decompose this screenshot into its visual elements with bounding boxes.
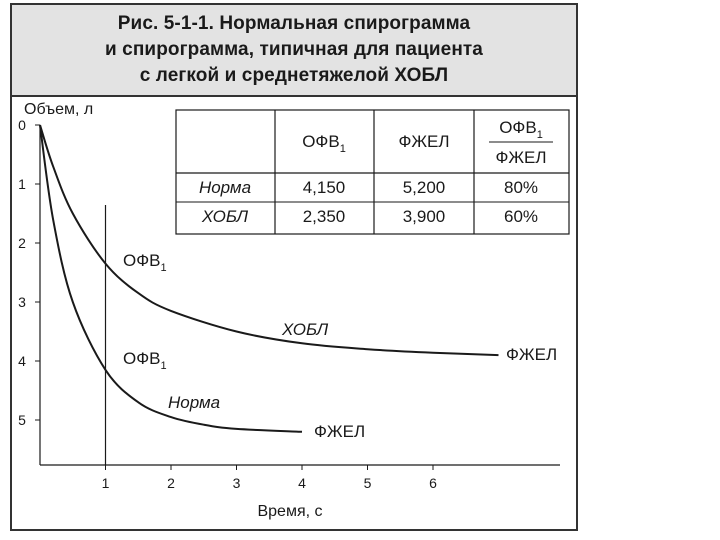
y-axis-label: Объем, л [24, 101, 93, 118]
figure-title-line-1: Рис. 5-1-1. Нормальная спирограмма [117, 13, 471, 34]
results-table: ОФВ1 ФЖЕЛ ОФВ1 ФЖЕЛ Норма 4,150 5,200 80… [175, 109, 570, 235]
x-tick-label: 5 [364, 475, 372, 491]
y-tick-label: 3 [18, 294, 26, 310]
figure-title-box: Рис. 5-1-1. Нормальная спирограмма и спи… [12, 5, 576, 97]
x-tick-label: 3 [233, 475, 241, 491]
x-tick-label: 4 [298, 475, 306, 491]
series-line-norm [39, 124, 303, 433]
fev1-label-copd: ОФВ1 [123, 251, 167, 274]
x-axis-label: Время, с [257, 503, 322, 520]
table-cell-norm-ratio: 80% [504, 178, 538, 197]
y-tick-label: 4 [18, 353, 26, 369]
x-tick-label: 2 [167, 475, 175, 491]
y-tick-label: 1 [18, 176, 26, 192]
figure-frame: Рис. 5-1-1. Нормальная спирограмма и спи… [10, 3, 578, 531]
series-name-norm: Норма [168, 393, 220, 412]
table-cell-copd-fev1: 2,350 [303, 207, 346, 226]
y-tick-label: 5 [18, 412, 26, 428]
fvc-label-copd: ФЖЕЛ [506, 345, 557, 364]
table-header-fev1: ОФВ1 [302, 132, 346, 155]
table-cell-norm-fvc: 5,200 [403, 178, 446, 197]
table-cell-norm-fev1: 4,150 [303, 178, 346, 197]
table-row-label-norm: Норма [199, 178, 251, 197]
table-header-fvc: ФЖЕЛ [398, 132, 449, 151]
series-name-copd: ХОБЛ [281, 320, 328, 339]
figure-title-line-2: и спирограмма, типичная для пациента [105, 39, 483, 60]
y-tick-label: 2 [18, 235, 26, 251]
x-tick-label: 6 [429, 475, 437, 491]
figure-title-line-3: с легкой и среднетяжелой ХОБЛ [139, 65, 449, 86]
y-tick-label: 0 [18, 117, 26, 133]
fev1-label-norm: ОФВ1 [123, 349, 167, 372]
table-header-ratio-top: ОФВ1 [499, 118, 543, 141]
table-header-ratio-bottom: ФЖЕЛ [495, 148, 546, 167]
x-tick-label: 1 [102, 475, 110, 491]
fvc-label-norm: ФЖЕЛ [314, 422, 365, 441]
series-line-copd [39, 124, 499, 357]
table-cell-copd-fvc: 3,900 [403, 207, 446, 226]
table-cell-copd-ratio: 60% [504, 207, 538, 226]
table-row-label-copd: ХОБЛ [201, 207, 248, 226]
